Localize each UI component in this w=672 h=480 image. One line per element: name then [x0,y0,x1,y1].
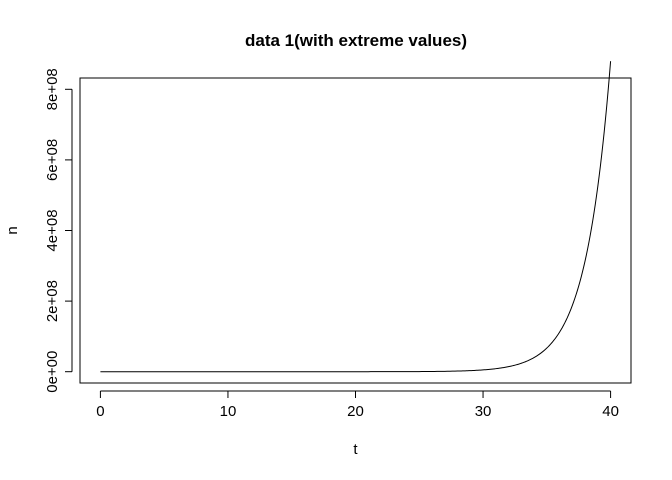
x-axis-label: t [353,441,358,458]
x-tick-label: 40 [602,403,619,420]
plot-box [79,77,632,384]
y-tick-label: 8e+08 [44,68,61,110]
y-tick-label: 6e+08 [44,139,61,181]
x-tick-label: 0 [96,403,104,420]
series-layer [100,61,612,373]
y-tick-label: 2e+08 [44,280,61,322]
y-axis-label: n [4,226,21,234]
series-line [100,61,612,373]
x-tick-label: 20 [347,403,364,420]
x-axis: 0 10 20 30 40 [96,390,619,420]
x-tick-label: 30 [475,403,492,420]
y-axis: 0e+00 2e+08 4e+08 6e+08 8e+08 [44,68,73,393]
y-tick-label: 4e+08 [44,209,61,251]
y-tick-label: 0e+00 [44,351,61,393]
chart-title: data 1(with extreme values) [245,31,467,50]
x-tick-label: 10 [220,403,237,420]
